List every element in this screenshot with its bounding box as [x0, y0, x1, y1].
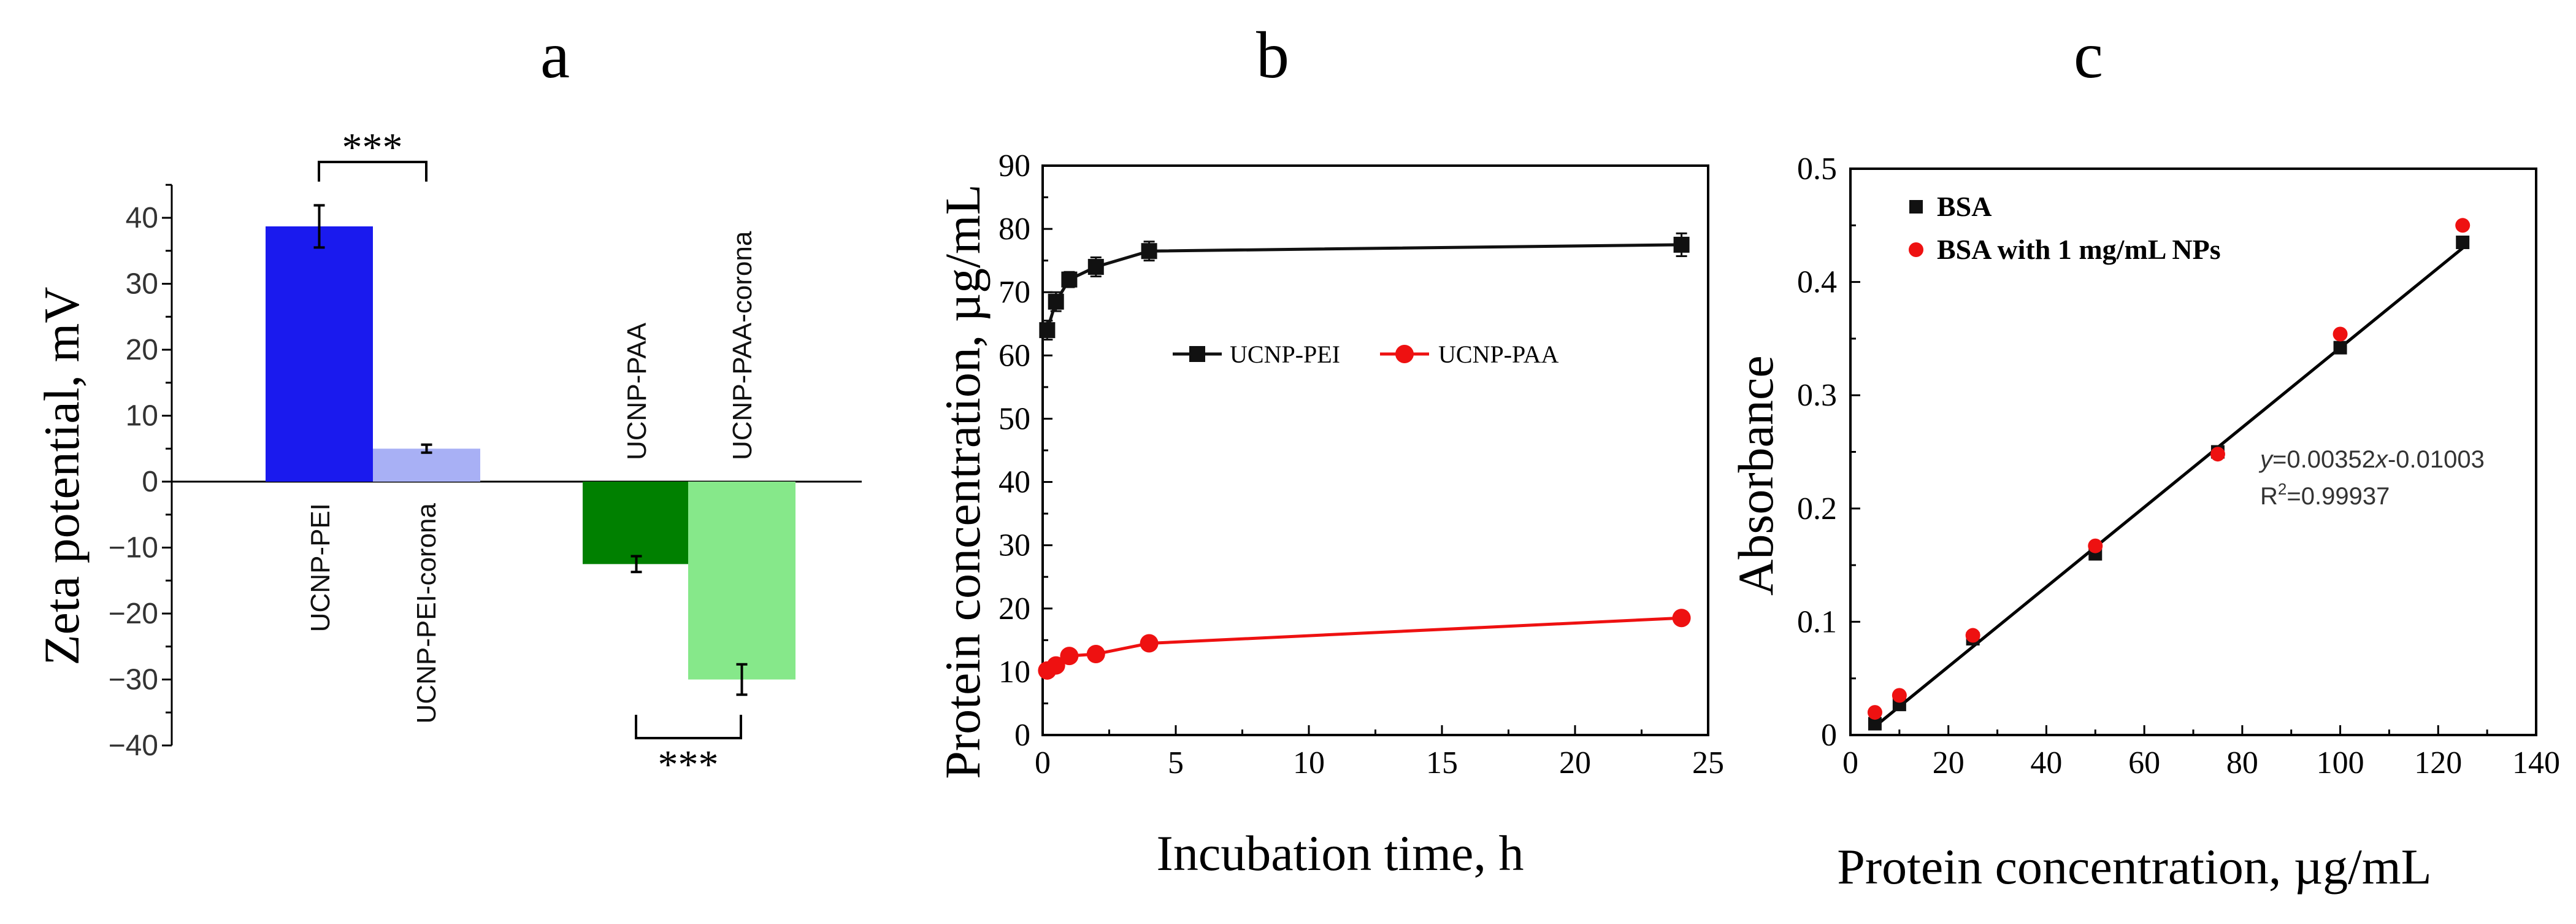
panel-c-x-tick-label: 0 — [1842, 745, 1858, 780]
panel-a-y-tick-label: −40 — [109, 730, 158, 762]
panel-b-data-point — [1672, 609, 1691, 628]
fit-r2-sup: 2 — [2278, 480, 2287, 498]
panel-b-data-point — [1673, 236, 1690, 253]
panel-c-data-point — [2210, 447, 2225, 462]
panel-a-sig-stars: *** — [658, 742, 719, 787]
panel-b-ylabel: Protein concentration, µg/mL — [935, 184, 991, 779]
panel-b-y-tick-label: 30 — [999, 528, 1030, 563]
panel-b-y-tick-label: 70 — [999, 275, 1030, 310]
fit-r2: R2=0.99937 — [2260, 480, 2390, 510]
panel-a-sig-stars: *** — [342, 125, 403, 170]
panel-b-y-tick-label: 80 — [999, 212, 1030, 247]
panel-b-x-tick-label: 25 — [1692, 745, 1724, 780]
panel-b-data-point — [1087, 258, 1104, 275]
panel-a-bar — [688, 482, 795, 680]
panel-b-x-tick-label: 10 — [1293, 745, 1325, 780]
panel-c-y-tick-label: 0.2 — [1797, 491, 1837, 526]
panel-b-legend-label: UCNP-PEI — [1230, 341, 1340, 368]
panel-c-legend-marker — [1909, 242, 1923, 257]
panel-a-ylabel: Zeta potential, mV — [34, 287, 90, 665]
panel-c-y-tick-label: 0.5 — [1797, 152, 1837, 187]
panel-c-y-tick-label: 0.4 — [1797, 265, 1837, 300]
panel-c-data-point — [1892, 688, 1907, 703]
fit-eq-var: x — [2374, 446, 2389, 473]
panel-a-y-tick-label: 30 — [126, 268, 158, 301]
fit-r2-value: =0.99937 — [2287, 483, 2390, 510]
panel-a-y-tick-label: −20 — [109, 598, 158, 630]
panel-b-y-tick-label: 20 — [999, 591, 1030, 626]
panel-c-data-point — [1965, 628, 1980, 643]
panel-a-y-tick-label: 10 — [126, 400, 158, 433]
panel-b-y-tick-label: 40 — [999, 465, 1030, 500]
panel-c-y-tick-label: 0.3 — [1797, 378, 1837, 413]
panel-c-data-point — [2456, 235, 2470, 249]
fit-r2-label: R — [2260, 483, 2278, 510]
panel-a-bar — [266, 226, 373, 482]
panel-a-y-tick-label: 40 — [126, 202, 158, 234]
panel-a-y-tick-label: 20 — [126, 334, 158, 366]
panel-a-y-tick-label: −10 — [109, 532, 158, 564]
panel-b-y-tick-label: 90 — [999, 148, 1030, 183]
panel-a-bar — [583, 482, 690, 564]
panel-c-legend-label: BSA with 1 mg/mL NPs — [1937, 234, 2221, 265]
panel-b-x-tick-label: 20 — [1559, 745, 1591, 780]
panel-b-data-point — [1086, 645, 1105, 664]
panel-b-y-tick-label: 60 — [999, 338, 1030, 373]
panel-c-data-point — [2088, 538, 2103, 553]
panel-a-category-label: UCNP-PEI-corona — [412, 502, 442, 723]
panel-b-data-point — [1061, 271, 1078, 288]
panel-b-data-point — [1046, 656, 1065, 675]
panel-a-y-tick-label: 0 — [142, 466, 158, 498]
panel-b-legend-marker — [1395, 345, 1414, 363]
fit-eq-tail: -0.01003 — [2388, 446, 2485, 473]
panel-b-x-tick-label: 0 — [1035, 745, 1051, 780]
panel-b-legend-label: UCNP-PAA — [1438, 341, 1558, 368]
panel-b-data-point — [1060, 647, 1079, 666]
fit-equation: y=0.00352x-0.01003 — [2258, 446, 2485, 473]
panel-a-category-label: UCNP-PAA — [622, 322, 652, 460]
panel-c-letter: c — [2074, 19, 2103, 92]
panel-c-x-tick-label: 40 — [2030, 745, 2062, 780]
fit-eq-prefix: y — [2258, 446, 2274, 473]
panel-b-data-point — [1048, 293, 1064, 310]
panel-b-y-tick-label: 10 — [999, 655, 1030, 690]
panel-c-x-tick-label: 100 — [2317, 745, 2364, 780]
panel-c-y-tick-label: 0 — [1821, 718, 1837, 753]
panel-a-sig-bracket — [635, 715, 742, 739]
panel-c-x-tick-label: 60 — [2128, 745, 2160, 780]
panel-b-letter: b — [1256, 19, 1289, 92]
panel-b-x-tick-label: 5 — [1168, 745, 1184, 780]
panel-c-legend-marker — [1909, 200, 1923, 214]
panel-c-x-tick-label: 80 — [2226, 745, 2258, 780]
panel-b-xlabel: Incubation time, h — [1157, 825, 1524, 881]
panel-c-data-point — [2333, 326, 2348, 342]
panel-b-y-tick-label: 50 — [999, 401, 1030, 436]
panel-b-data-point — [1141, 243, 1157, 260]
panel-a-y-tick-label: −30 — [109, 664, 158, 696]
panel-c-data-point — [1868, 717, 1882, 731]
panel-b-data-point — [1039, 322, 1056, 339]
panel-c-data-point — [2455, 218, 2471, 233]
panel-b-legend-marker — [1189, 346, 1205, 362]
panel-a-category-label: UCNP-PEI — [305, 503, 335, 632]
panel-b-x-tick-label: 15 — [1426, 745, 1458, 780]
panel-c-xlabel: Protein concentration, µg/mL — [1837, 839, 2432, 895]
panel-c-legend-label: BSA — [1937, 191, 1991, 222]
panel-c-x-tick-label: 20 — [1933, 745, 1965, 780]
panel-c-data-point — [1867, 705, 1882, 720]
panel-c-x-tick-label: 140 — [2512, 745, 2560, 780]
panel-a-letter: a — [540, 19, 570, 92]
fit-eq-body: =0.00352 — [2272, 446, 2375, 473]
panel-c-y-tick-label: 0.1 — [1797, 604, 1837, 639]
panel-a-bar — [373, 449, 480, 482]
panel-b-data-point — [1140, 634, 1159, 653]
panel-c-data-point — [2333, 341, 2347, 355]
panel-b-y-tick-label: 0 — [1014, 718, 1030, 753]
panel-a-sig-bracket — [318, 161, 427, 182]
panel-c-x-tick-label: 120 — [2414, 745, 2462, 780]
panel-c-fit-line — [1874, 247, 2464, 728]
panel-c-ylabel: Absorbance — [1728, 355, 1784, 596]
panel-a-category-label: UCNP-PAA-corona — [727, 231, 757, 460]
